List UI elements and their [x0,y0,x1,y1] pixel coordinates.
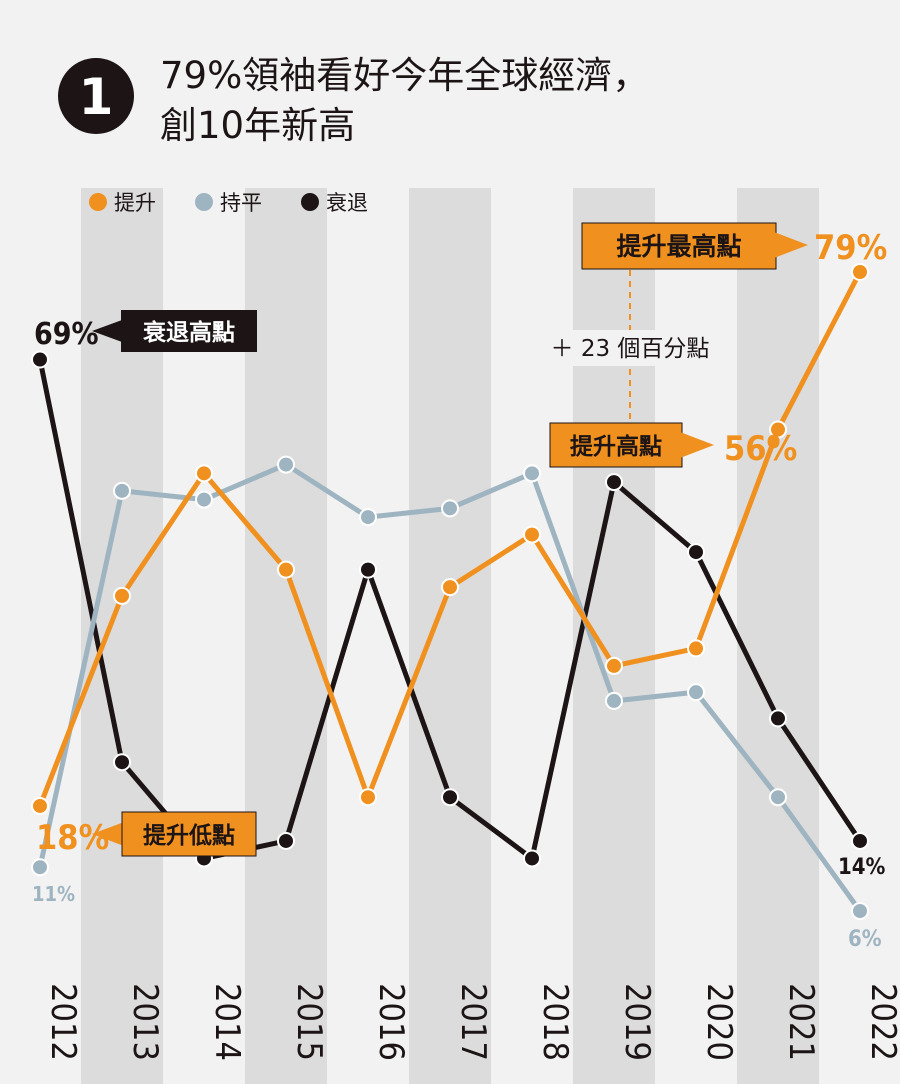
callout-improve-high: 提升高點 [549,422,714,468]
x-tick-label-2020: 2020 [699,983,739,1061]
callout-improve-high-text: 提升高點 [570,433,662,460]
point-flat-2016 [359,508,377,527]
x-tick-label-2017: 2017 [453,983,493,1061]
legend-dot-improve [89,193,107,211]
label-improve-2012: 18% [36,818,109,858]
point-improve-2015 [277,560,295,579]
callout-decline-high-pointer [92,320,122,342]
point-decline-2019 [605,473,623,492]
callout-improve-low-text: 提升低點 [143,822,235,849]
callout-improve-low: 提升低點 [92,811,257,857]
point-flat-2017 [441,499,459,518]
point-decline-2012 [31,350,49,369]
label-flat-2022: 6% [848,927,882,952]
title-number-badge [58,58,134,134]
label-decline-2012: 69% [34,317,99,352]
year-band-2021 [737,188,819,1084]
callout-decline-high-text: 衰退高點 [142,319,235,346]
point-flat-2021 [769,788,787,807]
x-tick-label-2014: 2014 [207,983,247,1061]
callout-improve-low-box [121,811,257,857]
point-improve-2020 [687,639,705,658]
callout-improve-low-pointer [92,822,124,846]
callout-improve-peak: 提升最高點 [581,222,808,270]
label-improve-2022: 79% [814,228,887,268]
point-flat-2013 [113,481,131,500]
point-improve-2014 [195,464,213,483]
label-flat-2012: 11% [32,882,75,906]
year-band-2017 [409,188,491,1084]
x-tick-label-2016: 2016 [371,983,411,1061]
x-tick-label-2013: 2013 [125,983,165,1061]
legend-label-flat: 持平 [220,191,262,215]
callout-improve-peak-pointer [774,232,808,258]
point-decline-2021 [769,709,787,728]
year-band-2019 [573,188,655,1084]
point-improve-2021 [769,420,787,439]
callout-improve-peak-text: 提升最高點 [616,232,741,261]
x-tick-label-2021: 2021 [781,983,821,1061]
x-tick-label-2012: 2012 [43,983,83,1061]
point-improve-2013 [113,586,131,605]
series-points [31,263,869,920]
point-flat-2014 [195,490,213,509]
legend-label-decline: 衰退 [326,191,368,215]
callout-improve-high-pointer [680,432,714,458]
x-tick-label-2019: 2019 [617,983,657,1061]
x-axis-tick-labels: 2012 2013 2014 2015 2016 2017 2018 2019 2020 2021… [43,983,900,1061]
point-decline-2015 [277,831,295,850]
year-band-2015 [245,188,327,1084]
point-improve-2019 [605,656,623,675]
point-flat-2020 [687,683,705,702]
callout-decline-high: 衰退高點 [92,310,257,352]
point-improve-2012 [31,796,49,815]
point-improve-2016 [359,788,377,807]
callout-decline-high-box [121,310,257,352]
point-improve-2022 [851,263,869,281]
title-line-2: 創10年新高 [160,104,355,147]
point-flat-2015 [277,455,295,474]
point-decline-2022 [851,831,869,850]
point-improve-2018 [523,525,541,544]
callout-improve-high-box [549,422,683,468]
point-flat-2012 [31,858,49,877]
legend-dot-decline [301,193,319,211]
callout-improve-peak-box [581,222,777,270]
legend-dot-flat [195,193,213,211]
x-tick-label-2015: 2015 [289,983,329,1061]
point-decline-2013 [113,753,131,772]
title-line-1: 79%領袖看好今年全球經濟， [160,54,649,97]
point-improve-2017 [441,578,459,597]
delta-annotation: ＋ 23 個百分點 [551,336,710,362]
delta-backdrop [528,330,732,366]
legend-label-improve: 提升 [114,191,156,215]
x-tick-label-2022: 2022 [863,983,900,1061]
point-decline-2016 [359,560,377,579]
point-decline-2018 [523,849,541,868]
point-flat-2018 [523,464,541,483]
x-tick-label-2018: 2018 [535,983,575,1061]
point-flat-2022 [851,902,869,920]
label-decline-2022: 14% [838,855,886,880]
point-flat-2019 [605,691,623,710]
label-improve-2021: 56% [724,429,797,469]
legend: 提升 持平 衰退 [89,191,368,215]
point-decline-2020 [687,543,705,562]
point-decline-2017 [441,788,459,807]
title-number: 1 [79,68,114,126]
